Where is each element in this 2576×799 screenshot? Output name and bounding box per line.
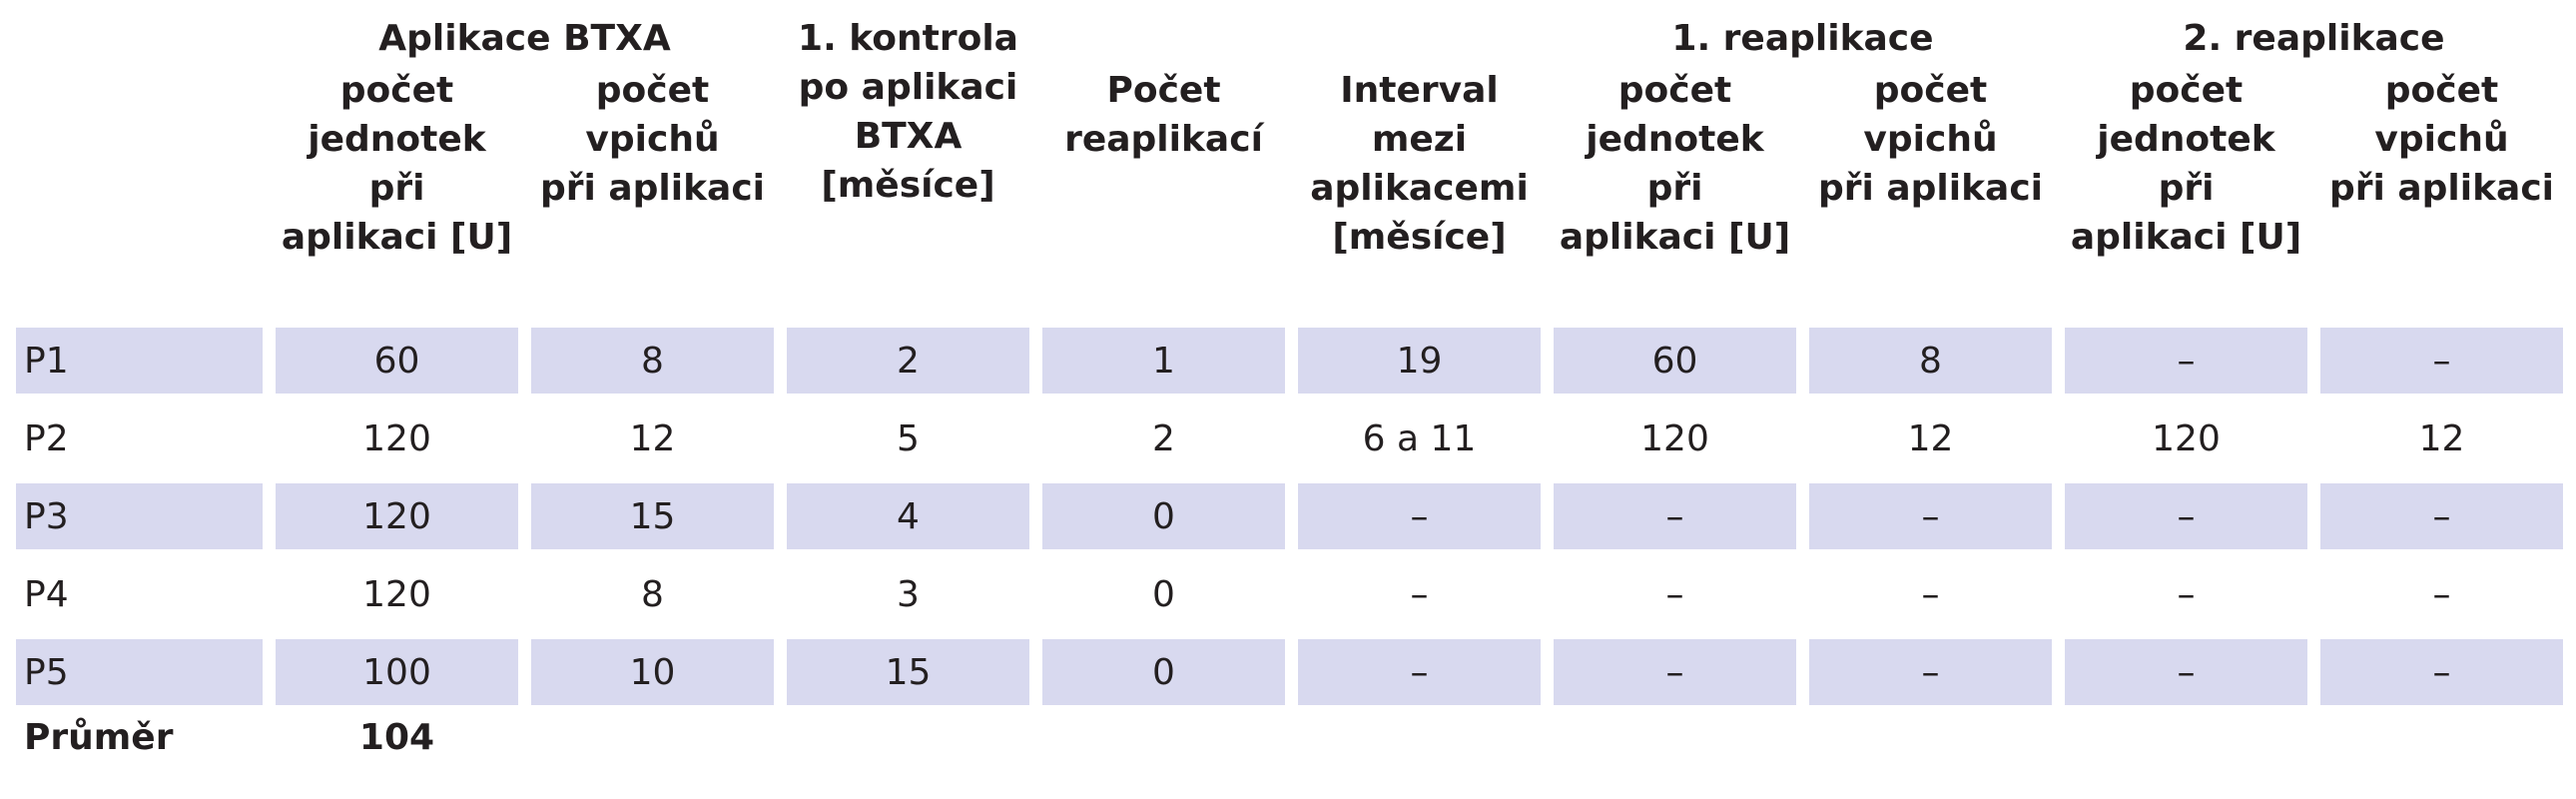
cell: 1	[1042, 316, 1285, 394]
empty-cell	[1298, 705, 1541, 769]
cell: 4	[787, 471, 1029, 549]
cell: –	[2065, 471, 2307, 549]
sub-header: Počet reaplikací	[1064, 70, 1263, 160]
empty-cell	[16, 66, 263, 316]
cell: 2	[1042, 394, 1285, 471]
cell: 5	[787, 394, 1029, 471]
data-row: P4 120 8 3 0– – – – –	[16, 549, 2563, 627]
cell: 120	[1554, 394, 1796, 471]
cell: –	[1554, 627, 1796, 705]
group-header: 1. kontrola po aplikaci BTXA [měsíce]	[798, 18, 1018, 206]
sub-header-row: počet jednotek při aplikaci [U] počet vpi…	[16, 66, 2563, 316]
data-row: P1 60 8 2 1 19 60 8– –	[16, 316, 2563, 394]
empty-cell	[531, 705, 774, 769]
empty-cell	[1042, 0, 1285, 66]
empty-cell	[787, 705, 1029, 769]
cell: –	[2320, 549, 2563, 627]
sub-header: počet vpichů při aplikaci	[2328, 70, 2555, 209]
cell: –	[2065, 627, 2307, 705]
empty-cell	[2065, 705, 2307, 769]
empty-cell	[1042, 705, 1285, 769]
cell: 10	[531, 627, 774, 705]
cell: 120	[276, 549, 518, 627]
cell: –	[1298, 471, 1541, 549]
cell: –	[1809, 471, 2052, 549]
results-table: Aplikace BTXA 1. kontrola po aplikaci BTX…	[3, 0, 2576, 769]
group-header-row: Aplikace BTXA 1. kontrola po aplikaci BTX…	[16, 0, 2563, 206]
average-value: 104	[358, 716, 435, 758]
row-label: P3	[16, 471, 263, 549]
empty-cell	[16, 0, 263, 66]
group-header: 1. reaplikace	[1671, 18, 1934, 59]
group-header: 2. reaplikace	[2183, 18, 2445, 59]
empty-cell	[1809, 705, 2052, 769]
cell: 15	[787, 627, 1029, 705]
row-label: P2	[16, 394, 263, 471]
cell: –	[1554, 549, 1796, 627]
cell: 12	[2320, 394, 2563, 471]
cell: 8	[531, 549, 774, 627]
cell: –	[2320, 627, 2563, 705]
sub-header: počet vpichů při aplikaci	[1817, 70, 2044, 209]
cell: –	[1298, 627, 1541, 705]
cell: 8	[1809, 316, 2052, 394]
empty-cell	[1298, 0, 1541, 66]
data-row: P5 100 10 15 0– – – – –	[16, 627, 2563, 705]
cell: 120	[276, 471, 518, 549]
cell: –	[2320, 471, 2563, 549]
row-label: P1	[16, 316, 263, 394]
average-row: Průměr 104	[16, 705, 2563, 769]
cell: 60	[276, 316, 518, 394]
cell: 8	[531, 316, 774, 394]
cell: 6 a 11	[1298, 394, 1541, 471]
cell: 0	[1042, 549, 1285, 627]
cell: 120	[2065, 394, 2307, 471]
cell: 0	[1042, 471, 1285, 549]
sub-header: počet vpichů při aplikaci	[539, 70, 766, 209]
sub-header: počet jednotek při aplikaci [U]	[2070, 70, 2302, 258]
row-label: P4	[16, 549, 263, 627]
cell: –	[2065, 316, 2307, 394]
cell: 12	[1809, 394, 2052, 471]
row-label: P5	[16, 627, 263, 705]
cell: –	[2320, 316, 2563, 394]
table-body: Aplikace BTXA 1. kontrola po aplikaci BTX…	[16, 0, 2563, 769]
average-label: Průměr	[24, 716, 174, 758]
cell: –	[2065, 549, 2307, 627]
cell: 12	[531, 394, 774, 471]
sub-header: počet jednotek při aplikaci [U]	[1559, 70, 1791, 258]
group-header: Aplikace BTXA	[378, 18, 671, 59]
cell: –	[1809, 627, 2052, 705]
cell: 3	[787, 549, 1029, 627]
cell: 0	[1042, 627, 1285, 705]
cell: 15	[531, 471, 774, 549]
cell: 100	[276, 627, 518, 705]
cell: 60	[1554, 316, 1796, 394]
sub-header: počet jednotek při aplikaci [U]	[281, 70, 513, 258]
cell: –	[1809, 549, 2052, 627]
cell: –	[1298, 549, 1541, 627]
cell: 19	[1298, 316, 1541, 394]
cell: 120	[276, 394, 518, 471]
sub-header: Interval mezi aplikacemi [měsíce]	[1310, 70, 1529, 258]
cell: 2	[787, 316, 1029, 394]
empty-cell	[1554, 705, 1796, 769]
cell: –	[1554, 471, 1796, 549]
data-row: P2 120 12 5 2 6 a 11 120 12 120 12	[16, 394, 2563, 471]
empty-cell	[2320, 705, 2563, 769]
data-row: P3 120 15 4 0– – – – –	[16, 471, 2563, 549]
